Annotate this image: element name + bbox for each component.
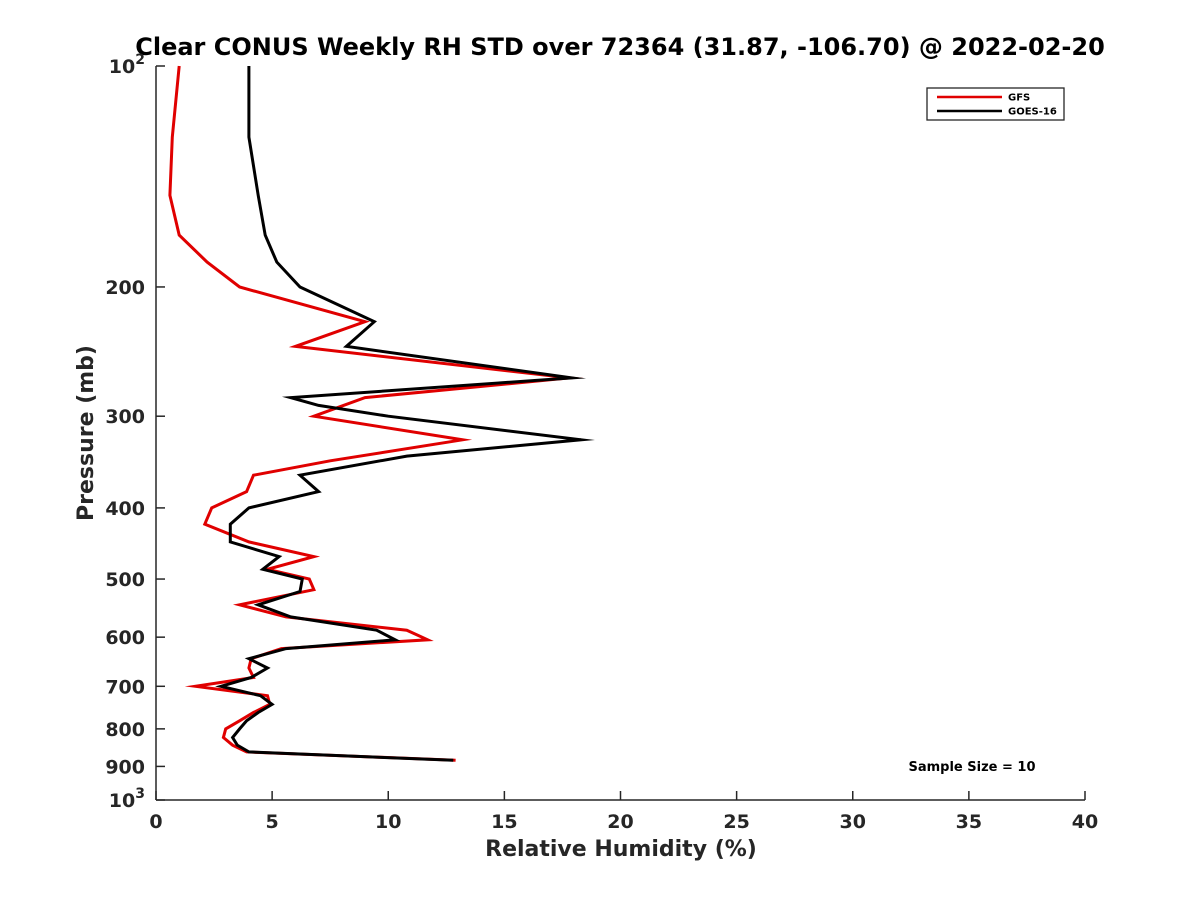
sample-size-annotation: Sample Size = 10 xyxy=(908,760,1035,775)
legend: GFS GOES-16 xyxy=(926,87,1065,121)
y-tick-label: 800 xyxy=(105,719,145,741)
x-tick-label: 15 xyxy=(491,811,517,833)
y-tick-label: 500 xyxy=(105,569,145,591)
y-tick-label: 300 xyxy=(105,406,145,428)
y-tick-label: 400 xyxy=(105,498,145,520)
x-tick-label: 25 xyxy=(723,811,749,833)
y-axis-label: Pressure (mb) xyxy=(74,345,99,521)
y-tick-label: 102 xyxy=(109,52,145,78)
chart-title: Clear CONUS Weekly RH STD over 72364 (31… xyxy=(135,33,1105,61)
x-tick-label: 35 xyxy=(956,811,982,833)
x-tick-label: 5 xyxy=(266,811,279,833)
legend-label: GOES-16 xyxy=(1008,107,1057,118)
series-line-goes-16 xyxy=(215,66,595,762)
legend-box xyxy=(926,87,1065,121)
x-tick-label: 30 xyxy=(840,811,866,833)
y-tick-label: 103 xyxy=(109,786,145,812)
legend-label: GFS xyxy=(1008,93,1030,104)
x-tick-label: 20 xyxy=(607,811,633,833)
y-tick-label: 900 xyxy=(105,756,145,778)
axes: 0 5 10 15 20 25 30 35 40 102 200 300 400 500 600 700 800… xyxy=(105,52,1098,833)
plot-area xyxy=(168,65,595,762)
y-tick-label: 700 xyxy=(105,676,145,698)
x-tick-label: 40 xyxy=(1072,811,1098,833)
x-tick-label: 0 xyxy=(149,811,162,833)
x-axis-label: Relative Humidity (%) xyxy=(485,837,757,862)
y-tick-label: 600 xyxy=(105,627,145,649)
x-tick-label: 10 xyxy=(375,811,401,833)
y-tick-label: 200 xyxy=(105,277,145,299)
